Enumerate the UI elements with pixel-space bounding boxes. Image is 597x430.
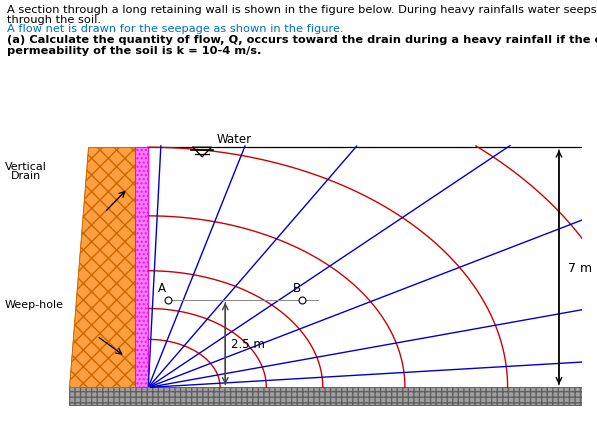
Bar	[136, 148, 148, 387]
Text: Vertical: Vertical	[5, 161, 47, 171]
Text: 2.5 m: 2.5 m	[232, 338, 265, 350]
Bar	[136, 148, 148, 387]
Text: permeability of the soil is k = 10-4 m/s.: permeability of the soil is k = 10-4 m/s…	[7, 46, 261, 56]
Text: Drain: Drain	[11, 170, 41, 180]
Bar	[69, 387, 582, 405]
Text: A: A	[158, 281, 165, 294]
Polygon shape	[69, 148, 136, 387]
Text: 7 m: 7 m	[568, 261, 592, 274]
Text: (a) Calculate the quantity of flow, Q, occurs toward the drain during a heavy ra: (a) Calculate the quantity of flow, Q, o…	[7, 35, 597, 45]
Text: Weep-hole: Weep-hole	[5, 299, 64, 309]
Text: A section through a long retaining wall is shown in the figure below. During hea: A section through a long retaining wall …	[7, 5, 597, 15]
Bar	[69, 387, 582, 405]
Text: A flow net is drawn for the seepage as shown in the figure.: A flow net is drawn for the seepage as s…	[7, 24, 344, 34]
Text: B: B	[293, 281, 301, 294]
Text: through the soil.: through the soil.	[7, 15, 101, 25]
Text: Water: Water	[217, 133, 252, 146]
